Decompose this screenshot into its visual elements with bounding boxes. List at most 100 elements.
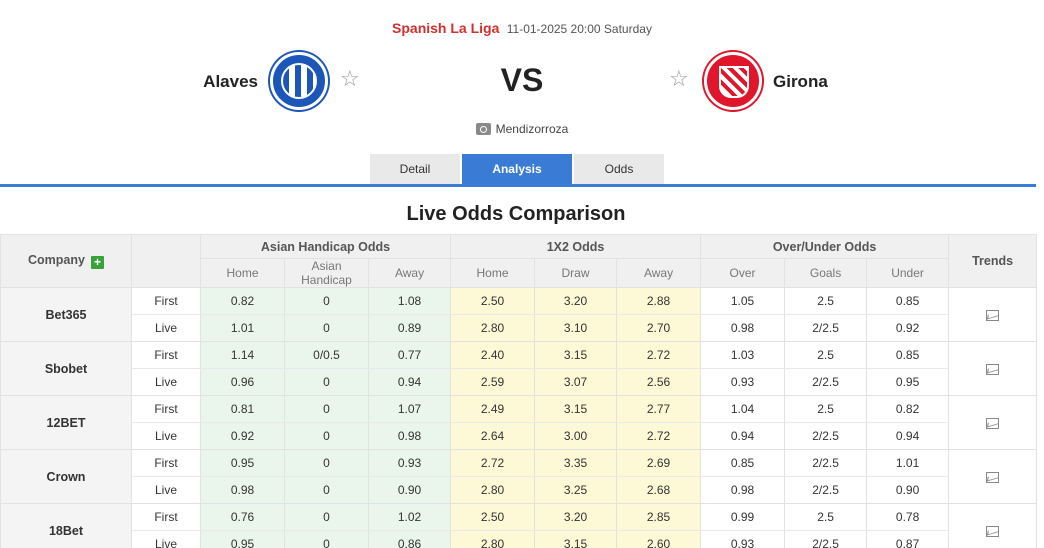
home-team-name[interactable]: Alaves [203, 72, 258, 91]
ah-odds-value[interactable]: 0.98 [200, 476, 285, 504]
alaves-crest-icon[interactable] [270, 52, 328, 110]
x12-odds-value[interactable]: 2.80 [450, 476, 536, 504]
ah-odds-value[interactable]: 0.90 [367, 476, 452, 504]
x12-odds-value[interactable]: 2.85 [616, 503, 702, 531]
ou-odds-value[interactable]: 2/2.5 [784, 314, 868, 342]
x12-odds-value[interactable]: 2.72 [450, 449, 536, 477]
x12-odds-value[interactable]: 3.25 [534, 476, 618, 504]
away-team-name[interactable]: Girona [773, 72, 828, 91]
company-name[interactable]: 12BET [0, 395, 132, 450]
ah-odds-value[interactable]: 1.08 [367, 287, 452, 315]
company-name[interactable]: Bet365 [0, 287, 132, 342]
x12-odds-value[interactable]: 3.35 [534, 449, 618, 477]
x12-odds-value[interactable]: 2.40 [450, 341, 536, 369]
x12-odds-value[interactable]: 2.68 [616, 476, 702, 504]
ou-odds-value[interactable]: 2.5 [784, 503, 868, 531]
ah-odds-value[interactable]: 0.92 [200, 422, 285, 450]
ou-odds-value[interactable]: 0.78 [866, 503, 950, 531]
ou-odds-value[interactable]: 1.01 [866, 449, 950, 477]
ou-odds-value[interactable]: 0.95 [866, 368, 950, 396]
x12-odds-value[interactable]: 2.80 [450, 314, 536, 342]
company-name[interactable]: Sbobet [0, 341, 132, 396]
x12-odds-value[interactable]: 3.00 [534, 422, 618, 450]
ah-odds-value[interactable]: 0.95 [200, 449, 285, 477]
ou-odds-value[interactable]: 0.90 [866, 476, 950, 504]
ah-odds-value[interactable]: 0/0.5 [284, 341, 369, 369]
ou-odds-value[interactable]: 0.85 [866, 341, 950, 369]
girona-crest-icon[interactable] [704, 52, 762, 110]
trend-chart-icon[interactable] [986, 525, 1000, 537]
ou-odds-value[interactable]: 1.04 [700, 395, 786, 423]
ou-odds-value[interactable]: 0.85 [866, 287, 950, 315]
ah-odds-value[interactable]: 0 [284, 530, 369, 548]
ah-odds-value[interactable]: 1.14 [200, 341, 285, 369]
add-company-plus-icon[interactable]: + [90, 256, 104, 269]
x12-odds-value[interactable]: 2.59 [450, 368, 536, 396]
ah-odds-value[interactable]: 1.01 [200, 314, 285, 342]
ou-odds-value[interactable]: 0.92 [866, 314, 950, 342]
x12-odds-value[interactable]: 2.77 [616, 395, 702, 423]
ou-odds-value[interactable]: 0.98 [700, 476, 786, 504]
ou-odds-value[interactable]: 0.85 [700, 449, 786, 477]
ou-odds-value[interactable]: 0.87 [866, 530, 950, 548]
x12-odds-value[interactable]: 2.72 [616, 422, 702, 450]
ou-odds-value[interactable]: 2.5 [784, 341, 868, 369]
ou-odds-value[interactable]: 0.93 [700, 530, 786, 548]
ah-odds-value[interactable]: 0 [284, 503, 369, 531]
ah-odds-value[interactable]: 0.98 [367, 422, 452, 450]
ah-odds-value[interactable]: 0.89 [367, 314, 452, 342]
favorite-away-star-icon[interactable]: ☆ [669, 66, 689, 91]
ah-odds-value[interactable]: 0.96 [200, 368, 285, 396]
x12-odds-value[interactable]: 3.15 [534, 530, 618, 548]
x12-odds-value[interactable]: 3.15 [534, 341, 618, 369]
tab-detail[interactable]: Detail [370, 154, 460, 184]
x12-odds-value[interactable]: 3.07 [534, 368, 618, 396]
ou-odds-value[interactable]: 0.94 [700, 422, 786, 450]
x12-odds-value[interactable]: 2.50 [450, 287, 536, 315]
tab-analysis[interactable]: Analysis [462, 154, 572, 184]
ah-odds-value[interactable]: 1.02 [367, 503, 452, 531]
ah-odds-value[interactable]: 0 [284, 422, 369, 450]
x12-odds-value[interactable]: 2.80 [450, 530, 536, 548]
ou-odds-value[interactable]: 2/2.5 [784, 476, 868, 504]
x12-odds-value[interactable]: 2.69 [616, 449, 702, 477]
ah-odds-value[interactable]: 0.95 [200, 530, 285, 548]
x12-odds-value[interactable]: 2.64 [450, 422, 536, 450]
ah-odds-value[interactable]: 0 [284, 368, 369, 396]
ou-odds-value[interactable]: 2/2.5 [784, 368, 868, 396]
x12-odds-value[interactable]: 2.70 [616, 314, 702, 342]
league-name[interactable]: Spanish La Liga [392, 20, 500, 36]
x12-odds-value[interactable]: 3.15 [534, 395, 618, 423]
ah-odds-value[interactable]: 0 [284, 476, 369, 504]
ou-odds-value[interactable]: 2/2.5 [784, 530, 868, 548]
ah-odds-value[interactable]: 0 [284, 314, 369, 342]
ah-odds-value[interactable]: 0.94 [367, 368, 452, 396]
x12-odds-value[interactable]: 3.20 [534, 287, 618, 315]
tab-odds[interactable]: Odds [574, 154, 664, 184]
trend-chart-icon[interactable] [986, 363, 1000, 375]
ou-odds-value[interactable]: 2.5 [784, 287, 868, 315]
trend-chart-icon[interactable] [986, 417, 1000, 429]
ou-odds-value[interactable]: 0.82 [866, 395, 950, 423]
x12-odds-value[interactable]: 2.88 [616, 287, 702, 315]
ah-odds-value[interactable]: 0.82 [200, 287, 285, 315]
x12-odds-value[interactable]: 2.50 [450, 503, 536, 531]
ah-odds-value[interactable]: 0.76 [200, 503, 285, 531]
x12-odds-value[interactable]: 2.72 [616, 341, 702, 369]
favorite-home-star-icon[interactable]: ☆ [340, 66, 360, 91]
ou-odds-value[interactable]: 0.94 [866, 422, 950, 450]
company-name[interactable]: 18Bet [0, 503, 132, 548]
ou-odds-value[interactable]: 0.98 [700, 314, 786, 342]
trend-chart-icon[interactable] [986, 309, 1000, 321]
ou-odds-value[interactable]: 2/2.5 [784, 449, 868, 477]
company-name[interactable]: Crown [0, 449, 132, 504]
ah-odds-value[interactable]: 1.07 [367, 395, 452, 423]
x12-odds-value[interactable]: 3.20 [534, 503, 618, 531]
ah-odds-value[interactable]: 0.81 [200, 395, 285, 423]
ah-odds-value[interactable]: 0 [284, 449, 369, 477]
trend-chart-icon[interactable] [986, 471, 1000, 483]
ah-odds-value[interactable]: 0 [284, 395, 369, 423]
ah-odds-value[interactable]: 0.77 [367, 341, 452, 369]
ah-odds-value[interactable]: 0.86 [367, 530, 452, 548]
ou-odds-value[interactable]: 0.99 [700, 503, 786, 531]
